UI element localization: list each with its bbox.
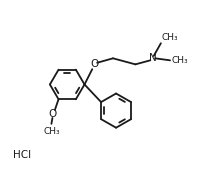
Text: CH₃: CH₃ bbox=[162, 33, 179, 42]
Text: HCl: HCl bbox=[13, 150, 31, 160]
Text: N: N bbox=[149, 53, 157, 63]
Text: CH₃: CH₃ bbox=[171, 56, 188, 65]
Text: O: O bbox=[90, 59, 99, 69]
Text: CH₃: CH₃ bbox=[43, 127, 60, 136]
Text: O: O bbox=[48, 109, 57, 119]
